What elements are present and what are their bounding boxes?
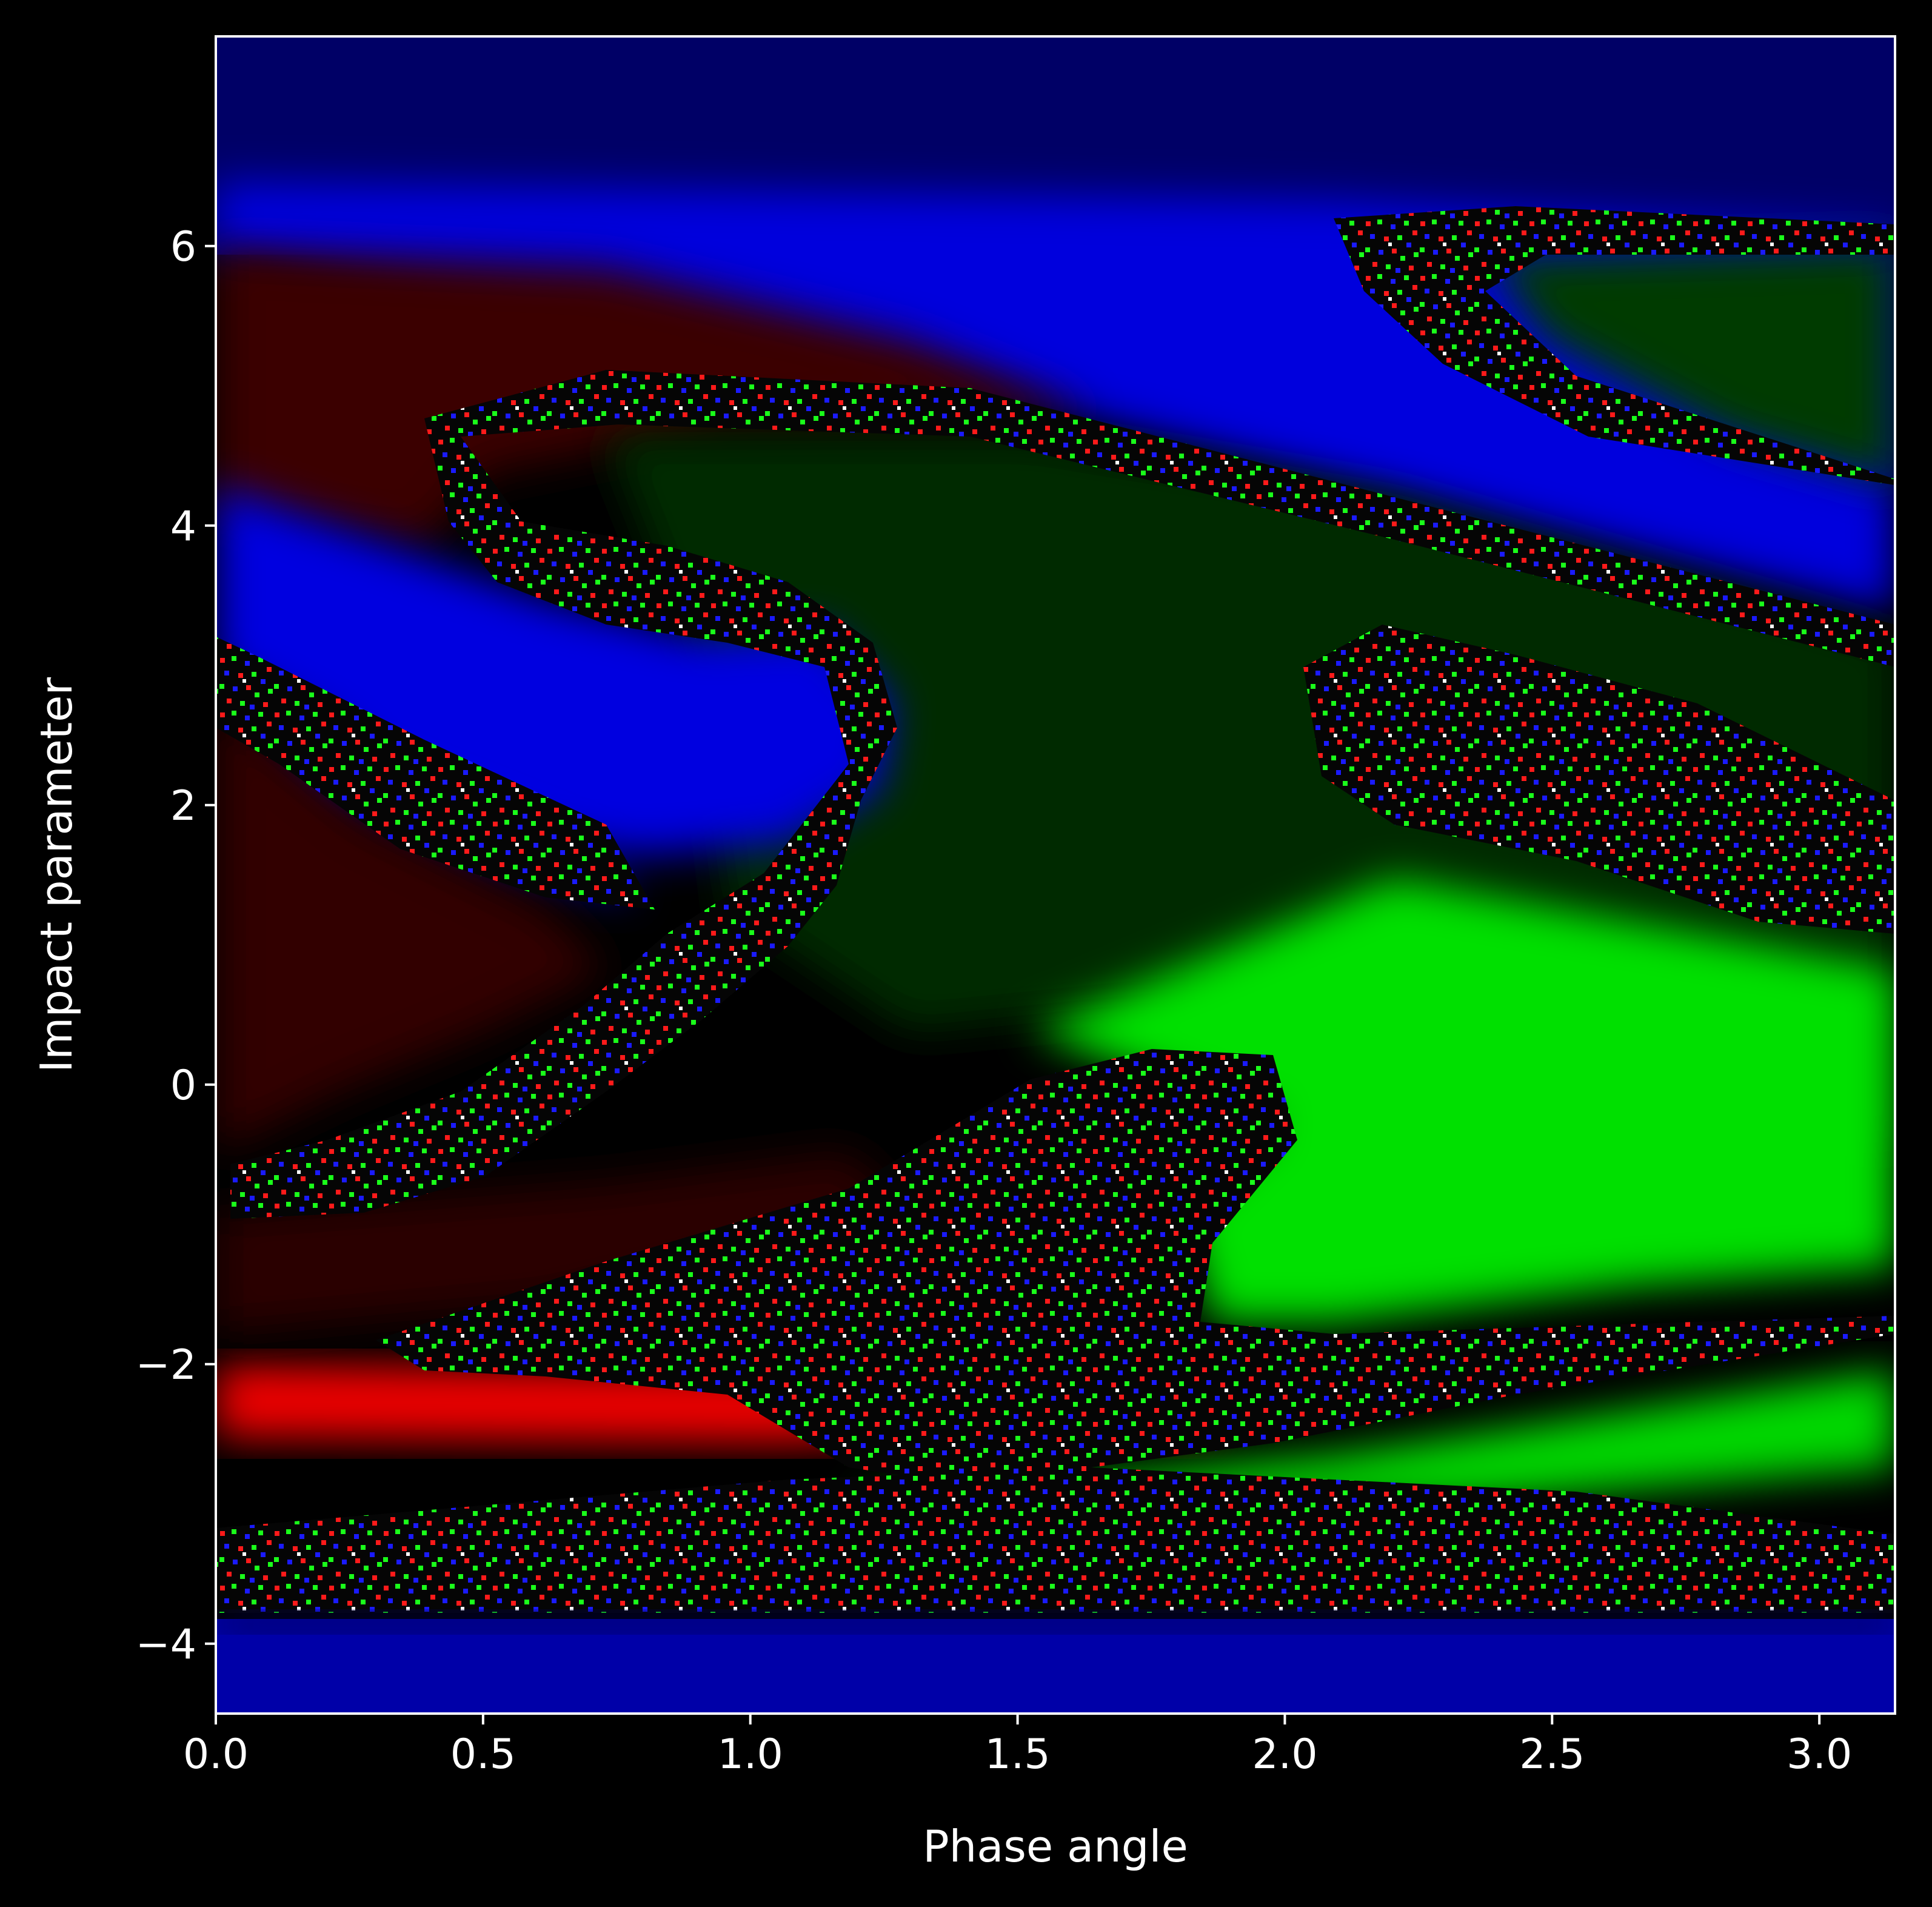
y-tick-label: 4: [170, 503, 196, 551]
x-tick-label: 2.5: [1519, 1731, 1585, 1778]
region-blue-bottom-edge: [216, 1613, 1895, 1631]
region-bright-green: [1031, 879, 1895, 1322]
chaotic-bottom-band: [216, 1467, 1895, 1613]
y-tick-label: 2: [170, 782, 196, 830]
x-tick-label: 0.0: [183, 1731, 249, 1778]
chaotic-left-edge: [216, 637, 655, 910]
x-tick-label: 1.5: [985, 1731, 1051, 1778]
y-axis-label: Impact parameter: [31, 677, 82, 1073]
x-axis-label: Phase angle: [923, 1821, 1188, 1872]
y-tick-label: −2: [136, 1341, 196, 1389]
chaotic-ring-upper: [230, 370, 1895, 1219]
y-tick-label: 0: [170, 1062, 196, 1110]
chaotic-top-right: [1334, 206, 1895, 485]
x-tick-label: 0.5: [450, 1731, 516, 1778]
y-axis: −4 −2 0 2 4 6: [136, 223, 216, 1669]
chaotic-region: [216, 206, 1895, 1613]
heatmap-image: [216, 36, 1895, 1714]
x-axis: 0.0 0.5 1.0 1.5 2.0 2.5 3.0: [183, 1714, 1852, 1778]
region-green-top-right: [1485, 243, 1895, 485]
y-tick-label: −4: [136, 1621, 196, 1669]
region-red-band-shadow: [216, 1152, 909, 1334]
chaotic-blob-right: [1303, 625, 1895, 934]
chaotic-wedge: [376, 1049, 1895, 1486]
x-tick-label: 1.0: [718, 1731, 783, 1778]
x-tick-label: 3.0: [1787, 1731, 1852, 1778]
x-tick-label: 2.0: [1252, 1731, 1317, 1778]
plot-frame: [215, 35, 1896, 1715]
region-red-middle-left: [216, 697, 606, 1152]
y-tick-label: 6: [170, 223, 196, 271]
region-blue-bottom-band: [216, 1619, 1895, 1714]
